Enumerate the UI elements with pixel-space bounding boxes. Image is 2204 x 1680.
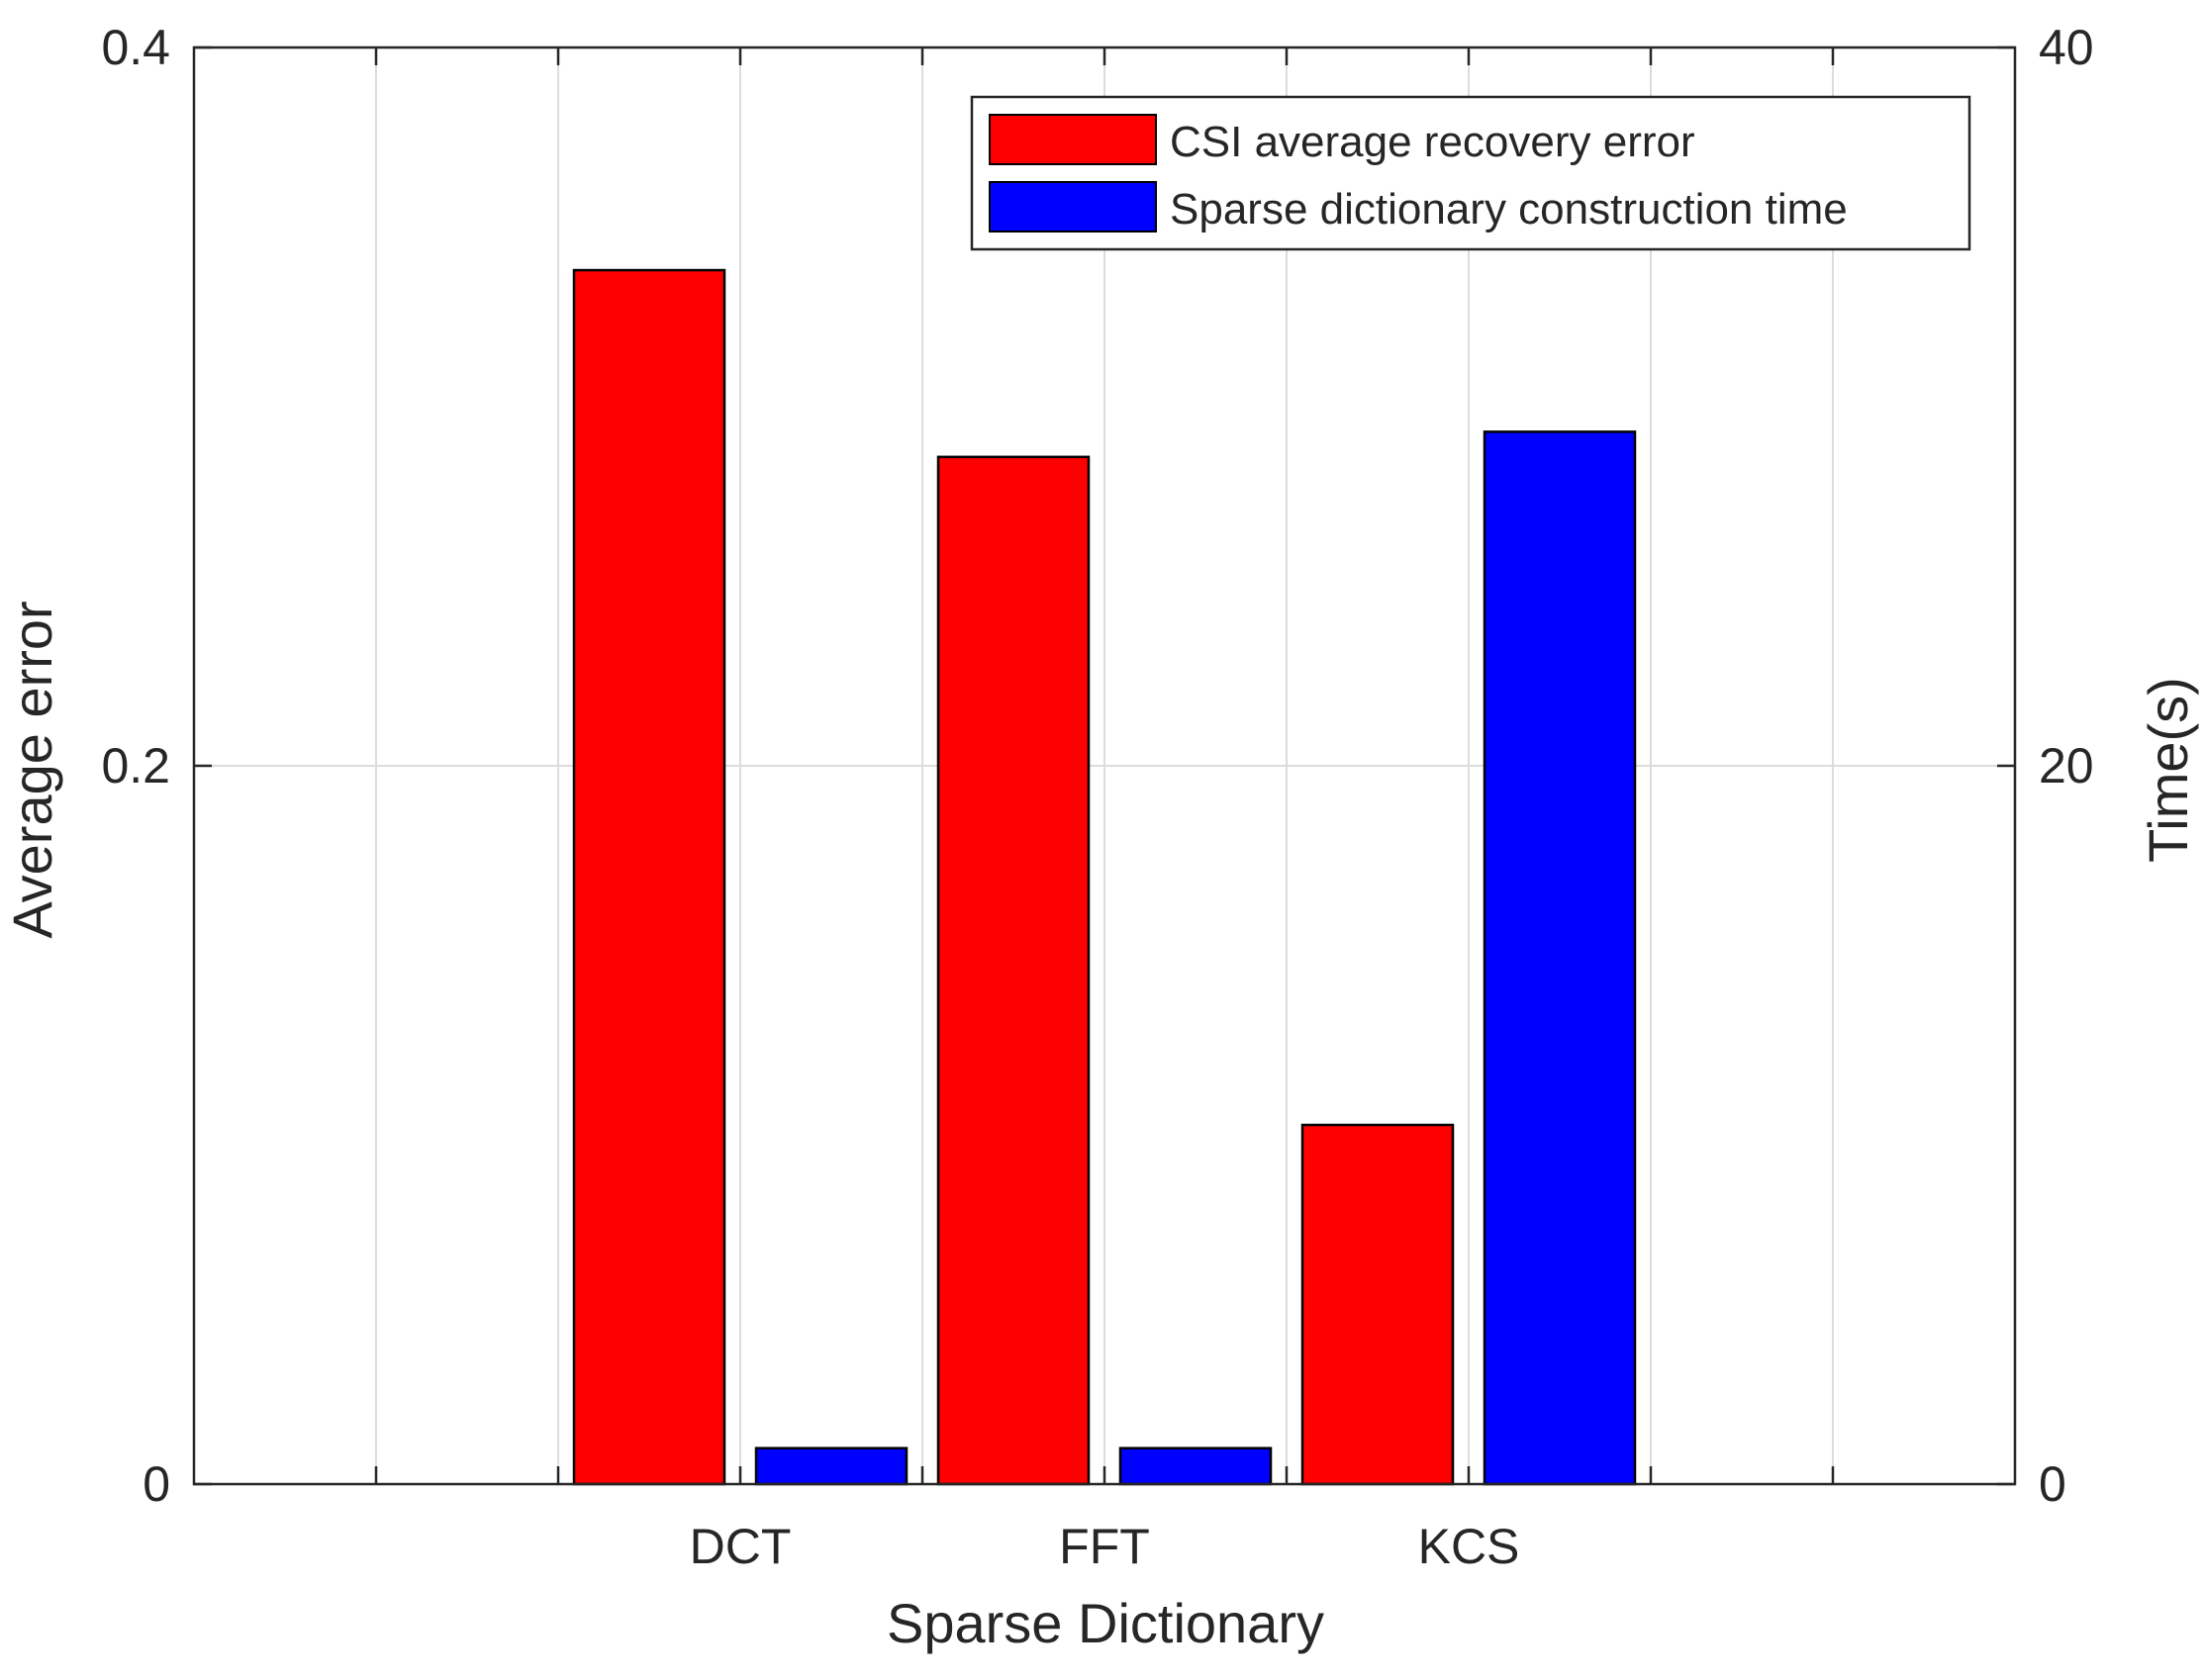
y-axis-label: Average error <box>1 601 63 938</box>
bar-fft-error <box>936 455 1091 1486</box>
axes <box>192 46 2017 1486</box>
legend-swatch-error <box>989 114 1157 165</box>
y2-tick-label: 40 <box>2039 20 2094 75</box>
bar-dct-error <box>572 268 726 1486</box>
y-tick-label: 0 <box>143 1456 170 1512</box>
bar-kcs-time <box>1483 430 1637 1486</box>
grid <box>194 47 2015 1484</box>
legend-label-error: CSI average recovery error <box>1170 118 1695 166</box>
legend: CSI average recovery error Sparse dictio… <box>970 95 1971 251</box>
x-tick-label-kcs: KCS <box>1418 1519 1520 1574</box>
x-tick-label-dct: DCT <box>690 1519 792 1574</box>
bar-fft-time <box>1118 1447 1273 1486</box>
y2-tick-label: 20 <box>2039 738 2094 793</box>
bar-dct-time <box>754 1447 909 1486</box>
x-tick-label-fft: FFT <box>1059 1519 1150 1574</box>
y2-axis-label: Time(s) <box>2137 677 2199 863</box>
y-tick-label: 0.4 <box>101 20 170 75</box>
y2-tick-label: 0 <box>2039 1456 2066 1512</box>
legend-swatch-time <box>989 181 1157 233</box>
legend-label-time: Sparse dictionary construction time <box>1170 185 1848 233</box>
labels: DCT FFT KCS 0 0.2 0.4 0 20 40 <box>101 20 2093 1574</box>
bar-kcs-error <box>1300 1123 1455 1486</box>
y-tick-label: 0.2 <box>101 738 170 793</box>
x-axis-label: Sparse Dictionary <box>887 1592 1324 1654</box>
